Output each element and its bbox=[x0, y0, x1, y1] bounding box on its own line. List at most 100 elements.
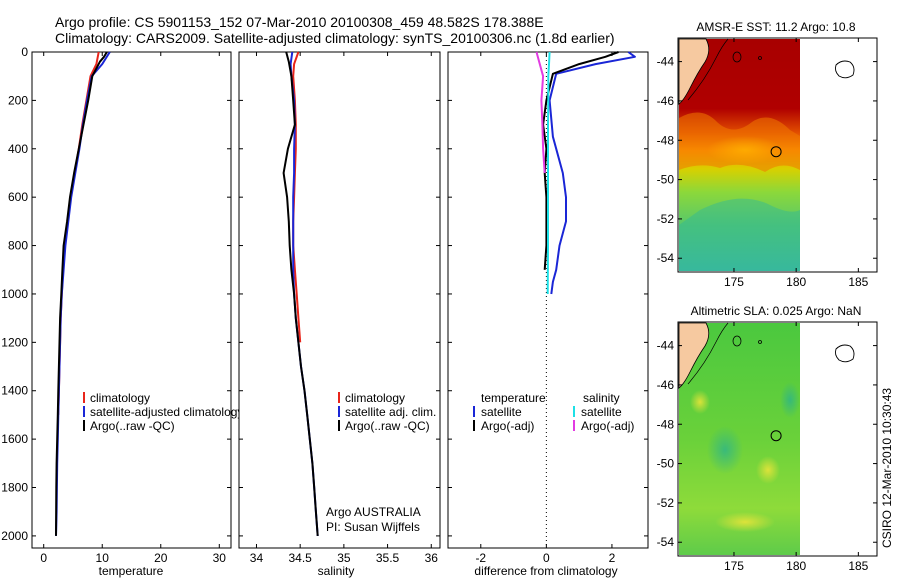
difference-series-argo-adj bbox=[542, 51, 619, 270]
salinity-series-argo-raw-qc bbox=[282, 51, 319, 536]
salinity-legend: climatology satellite adj. clim. Argo(..… bbox=[338, 391, 436, 433]
legend-swatch-temp-argo bbox=[473, 420, 475, 431]
temperature-xtick-label: 10 bbox=[96, 551, 110, 565]
sst-chatham-islands-outline bbox=[834, 60, 855, 79]
sst-small-island bbox=[758, 56, 762, 60]
figure-title-line1: Argo profile: CS 5901153_152 07-Mar-2010… bbox=[55, 14, 544, 30]
sla-positive-anomaly bbox=[715, 512, 775, 532]
temperature-xtick-label: 0 bbox=[40, 551, 47, 565]
depth-tick-label: 800 bbox=[8, 239, 28, 253]
sst-coast-contour bbox=[687, 38, 729, 101]
sst-map-ytick-label: -54 bbox=[657, 251, 675, 265]
sla-island-outline bbox=[732, 335, 742, 347]
salinity-panel: 34 34.5 35 35.5 36 salinity climatology sate… bbox=[238, 51, 441, 578]
difference-xtick-label: 0 bbox=[543, 551, 550, 565]
sst-cool-tongue bbox=[679, 198, 800, 271]
sla-land-new-zealand bbox=[678, 322, 710, 389]
sla-negative-anomaly bbox=[780, 382, 800, 418]
sla-map-xtick-label: 180 bbox=[786, 559, 806, 573]
temperature-xtick-label: 30 bbox=[213, 551, 227, 565]
sst-land-new-zealand bbox=[678, 38, 710, 105]
depth-tick-label: 400 bbox=[8, 142, 28, 156]
sst-map-xtick-label: 185 bbox=[848, 275, 868, 289]
sst-map-ytick-label: -44 bbox=[657, 55, 675, 69]
depth-tick-label: 200 bbox=[8, 93, 28, 107]
temperature-xtick-label: 20 bbox=[154, 551, 168, 565]
difference-xlabel: difference from climatology bbox=[474, 564, 617, 578]
difference-legend: temperature salinity satellite Argo(-adj… bbox=[473, 391, 634, 433]
sla-coast-contour bbox=[687, 322, 729, 385]
temperature-legend: climatology satellite-adjusted climatolo… bbox=[83, 391, 243, 433]
legend-swatch-argo bbox=[83, 420, 85, 431]
depth-tick-label: 2000 bbox=[1, 529, 28, 543]
sla-negative-anomaly bbox=[707, 426, 743, 474]
sla-map-ytick-label: -48 bbox=[657, 417, 675, 431]
footer-timestamp: CSIRO 12-Mar-2010 10:30:43 bbox=[880, 388, 894, 548]
sst-warm-patch bbox=[707, 136, 783, 164]
sla-map-ytick-label: -46 bbox=[657, 378, 675, 392]
sla-map-ytick-label: -52 bbox=[657, 496, 675, 510]
difference-xtick-label: 2 bbox=[609, 551, 616, 565]
legend-swatch-temp-satellite bbox=[473, 406, 475, 417]
sla-map-title: Altimetric SLA: 0.025 Argo: NaN bbox=[691, 304, 862, 318]
sla-map-xtick-label: 185 bbox=[848, 559, 868, 573]
legend-swatch-satellite-adj bbox=[338, 406, 340, 417]
legend-swatch-satellite-adjusted bbox=[83, 406, 85, 417]
legend-swatch-argo bbox=[338, 420, 340, 431]
sla-map-xtick-label: 175 bbox=[724, 559, 744, 573]
sst-island-outline bbox=[732, 51, 742, 63]
sla-map-ytick-label: -54 bbox=[657, 535, 675, 549]
depth-tick-label: 1400 bbox=[1, 384, 28, 398]
float-info-pi: PI: Susan Wijffels bbox=[326, 520, 420, 534]
difference-panel: -2 0 2 difference from climatology tempera… bbox=[447, 51, 649, 578]
legend-header-temperature: temperature bbox=[481, 391, 546, 405]
sst-map-ytick-label: -50 bbox=[657, 173, 675, 187]
legend-label-argo: Argo(..raw -QC) bbox=[345, 419, 430, 433]
sla-positive-anomaly bbox=[690, 390, 710, 414]
legend-label-climatology: climatology bbox=[90, 391, 150, 405]
sla-positive-anomaly bbox=[756, 456, 780, 484]
legend-label-temp-satellite: satellite bbox=[481, 405, 522, 419]
legend-label-climatology: climatology bbox=[345, 391, 405, 405]
depth-tick-label: 1000 bbox=[1, 287, 28, 301]
salinity-xtick-label: 34.5 bbox=[288, 551, 312, 565]
legend-label-sal-argo: Argo(-adj) bbox=[581, 419, 634, 433]
sst-map-ytick-label: -48 bbox=[657, 133, 675, 147]
salinity-xlabel: salinity bbox=[318, 564, 355, 578]
temperature-panel: 0 200 400 600 800 1000 1200 1400 1600 1800 2000 0 1… bbox=[1, 45, 243, 578]
depth-tick-label: 600 bbox=[8, 190, 28, 204]
sst-map-title: AMSR-E SST: 11.2 Argo: 10.8 bbox=[696, 20, 856, 34]
salinity-xtick-label: 34 bbox=[250, 551, 264, 565]
sla-profile-location-marker bbox=[770, 430, 782, 442]
sst-profile-location-marker bbox=[770, 146, 782, 158]
salinity-xtick-label: 35 bbox=[337, 551, 351, 565]
salinity-xtick-label: 36 bbox=[425, 551, 439, 565]
sla-map-panel: Altimetric SLA: 0.025 Argo: NaN 175 180 18… bbox=[657, 304, 878, 573]
difference-xtick-label: -2 bbox=[475, 551, 486, 565]
temperature-xlabel: temperature bbox=[99, 564, 164, 578]
legend-label-satellite-adjusted: satellite-adjusted climatology bbox=[90, 405, 243, 419]
legend-swatch-sal-argo bbox=[573, 420, 575, 431]
sla-small-island bbox=[758, 340, 762, 344]
sst-map-panel: AMSR-E SST: 11.2 Argo: 10.8 175 180 185 -4… bbox=[657, 20, 878, 289]
sla-map-ytick-label: -50 bbox=[657, 457, 675, 471]
difference-series-argo-adj bbox=[535, 51, 546, 174]
legend-swatch-climatology bbox=[338, 392, 340, 403]
temperature-plot-frame bbox=[31, 51, 232, 549]
difference-series-satellite bbox=[548, 51, 636, 295]
sst-map-ytick-label: -52 bbox=[657, 212, 675, 226]
salinity-plot-frame bbox=[238, 51, 441, 549]
depth-tick-label: 1800 bbox=[1, 481, 28, 495]
depth-tick-label: 1200 bbox=[1, 335, 28, 349]
depth-tick-label: 0 bbox=[21, 45, 28, 59]
figure-title-line2: Climatology: CARS2009. Satellite-adjuste… bbox=[55, 30, 615, 46]
legend-label-satellite-adj: satellite adj. clim. bbox=[345, 405, 436, 419]
legend-swatch-sal-satellite bbox=[573, 406, 575, 417]
sst-map-xtick-label: 175 bbox=[724, 275, 744, 289]
legend-swatch-climatology bbox=[83, 392, 85, 403]
sst-map-xtick-label: 180 bbox=[786, 275, 806, 289]
salinity-xtick-label: 35.5 bbox=[376, 551, 400, 565]
legend-label-temp-argo: Argo(-adj) bbox=[481, 419, 534, 433]
sst-map-ytick-label: -46 bbox=[657, 94, 675, 108]
